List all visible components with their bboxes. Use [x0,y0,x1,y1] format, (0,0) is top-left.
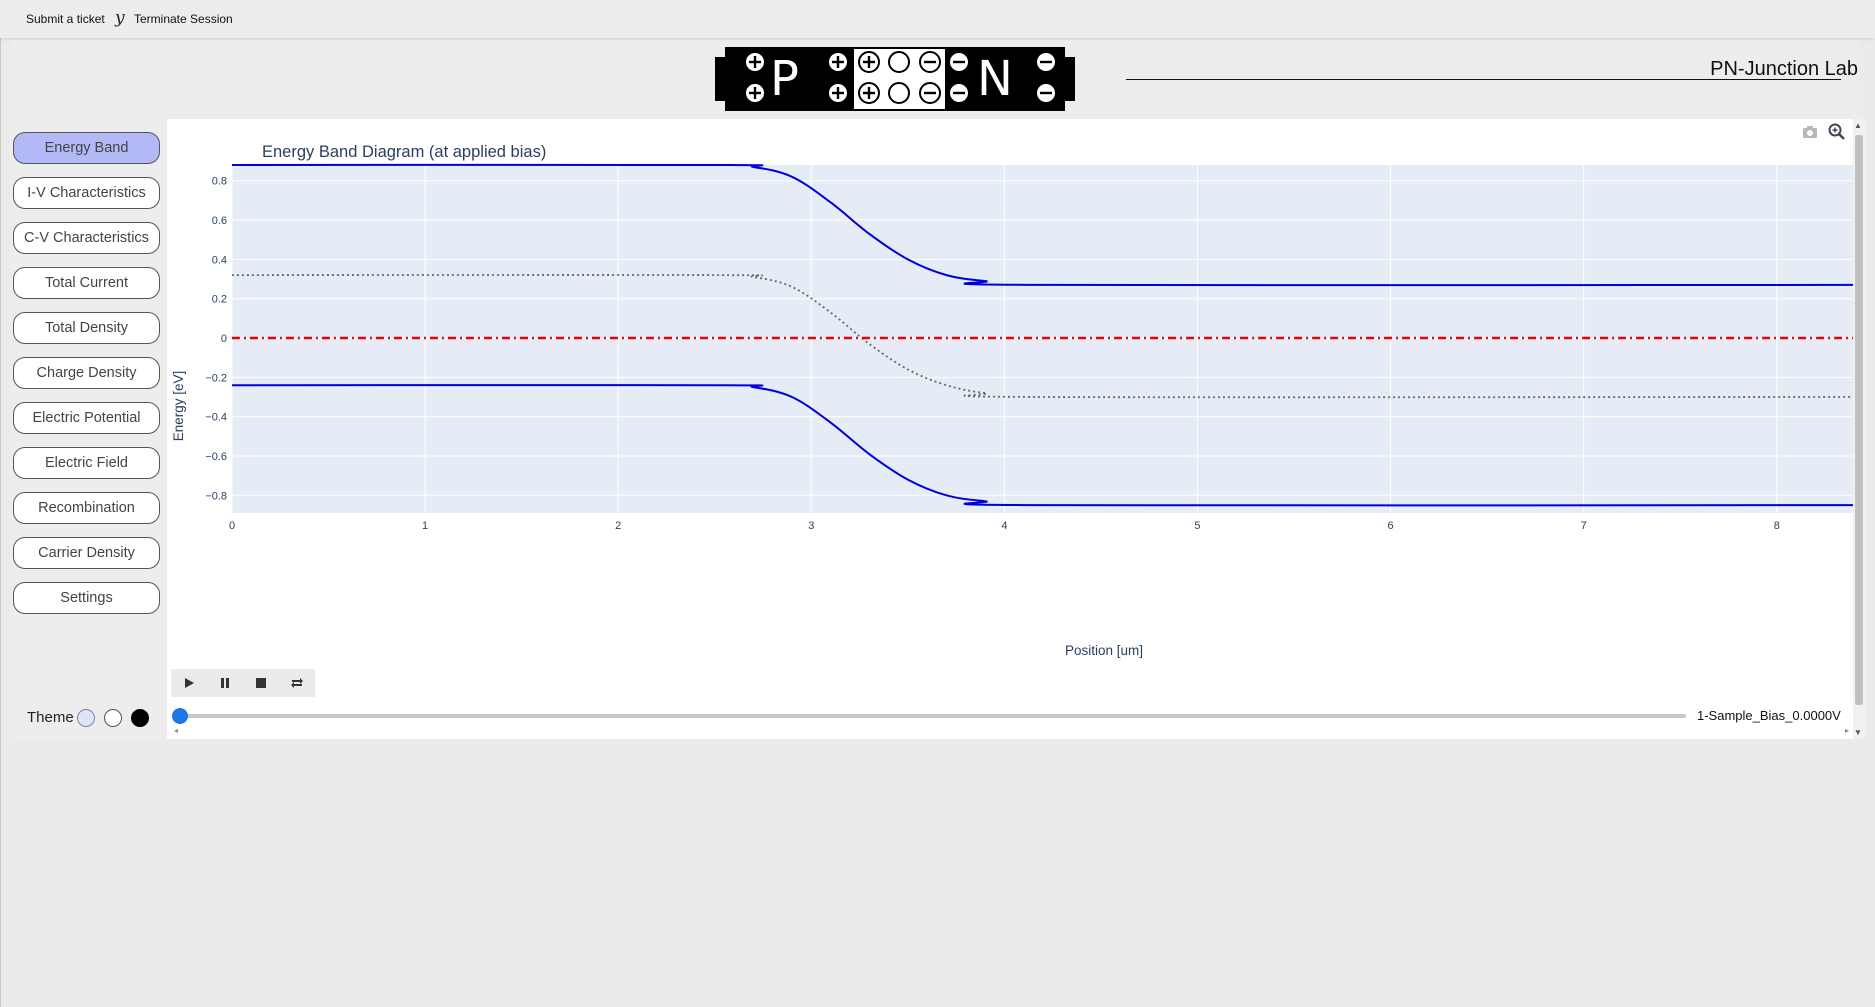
y-tick-label: 0.2 [212,294,227,306]
nav-total-current[interactable]: Total Current [13,267,160,299]
submit-ticket-link[interactable]: Submit a ticket [26,12,105,26]
pn-junction-logo: P N [715,47,1075,116]
nav-settings[interactable]: Settings [13,582,160,614]
x-tick-label: 3 [808,520,814,532]
x-tick-label: 8 [1774,520,1780,532]
y-axis-label: Energy [eV] [171,371,186,442]
theme-light-blue-swatch[interactable] [77,709,95,727]
zoom-icon[interactable] [1827,122,1847,142]
intrinsic-level-line [231,274,1855,399]
bias-slider-value-label: 1-Sample_Bias_0.0000V [1697,708,1841,723]
y-tick-label: −0.4 [205,412,227,424]
nav-iv-characteristics[interactable]: I-V Characteristics [13,177,160,209]
top-bar: Submit a ticket y Terminate Session [0,0,1875,38]
chart-title: Energy Band Diagram (at applied bias) [262,143,546,161]
play-icon [185,678,194,688]
play-button[interactable] [171,669,207,697]
x-tick-label: 0 [229,520,235,532]
logo-p-label: P [770,51,799,107]
title-underline [1126,79,1841,80]
x-tick-label: 4 [1001,520,1007,532]
nav-electric-potential[interactable]: Electric Potential [13,402,160,434]
y-tick-label: 0.4 [212,254,227,266]
nav-cv-characteristics[interactable]: C-V Characteristics [13,222,160,254]
nav-energy-band[interactable]: Energy Band [13,132,160,164]
x-tick-label: 2 [615,520,621,532]
terminate-session-link[interactable]: Terminate Session [134,12,233,26]
bias-slider-handle[interactable] [172,708,188,724]
y-tick-label: 0 [221,333,227,345]
nav-recombination[interactable]: Recombination [13,492,160,524]
x-axis-label: Position [um] [1065,643,1143,658]
valence-band-line [231,384,1855,507]
scroll-right-icon[interactable]: ▸ [1845,726,1850,735]
x-tick-label: 6 [1388,520,1394,532]
stop-button[interactable] [243,669,279,697]
y-tick-label: −0.2 [205,372,227,384]
bias-slider-track[interactable] [180,714,1686,718]
nav-carrier-density[interactable]: Carrier Density [13,537,160,569]
theme-white-swatch[interactable] [104,709,122,727]
x-tick-label: 1 [422,520,428,532]
logo-n-label: N [977,51,1013,107]
loop-icon [291,678,303,688]
x-tick-label: 5 [1194,520,1200,532]
y-tick-label: −0.8 [205,490,227,502]
app-title: PN-Junction Lab [1710,58,1858,80]
app-header: P N PN-Junction Lab [10,40,1858,119]
scroll-left-icon[interactable]: ◂ [174,726,179,735]
nav-total-density[interactable]: Total Density [13,312,160,344]
pause-icon [221,678,229,688]
stop-icon [256,678,266,688]
window-edge [0,0,1,1007]
conduction-band-line [231,163,1855,287]
pn-junction-logo-graphic [715,47,1075,111]
y-tick-label: −0.6 [205,451,227,463]
scrollbar-thumb[interactable] [1855,135,1863,705]
nav-charge-density[interactable]: Charge Density [13,357,160,389]
sidebar: Energy Band I-V Characteristics C-V Char… [10,119,167,739]
y-tick-label: 0.8 [212,176,227,188]
vertical-scrollbar[interactable]: ▲ ▼ [1853,119,1865,739]
theme-black-swatch[interactable] [131,709,149,727]
nav-electric-field[interactable]: Electric Field [13,447,160,479]
theme-label: Theme [27,709,74,726]
energy-band-chart[interactable]: 0 1 2 3 4 5 6 7 8 −0.8 −0.6 −0.4 −0.2 0 0.2 0.4 0.6 0.8 En… [167,119,1858,659]
camera-icon[interactable] [1800,122,1820,142]
separator: y [115,8,125,28]
scroll-down-icon[interactable]: ▼ [1854,728,1862,737]
y-tick-label: 0.6 [212,215,227,227]
x-tick-label: 7 [1581,520,1587,532]
loop-button[interactable] [279,669,315,697]
scroll-up-icon[interactable]: ▲ [1854,121,1862,130]
pause-button[interactable] [207,669,243,697]
